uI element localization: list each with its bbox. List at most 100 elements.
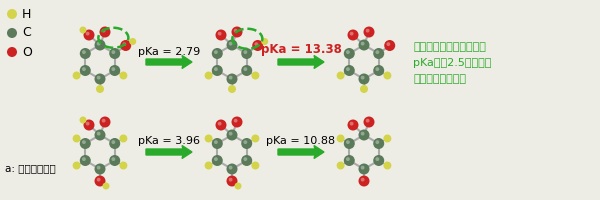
Circle shape: [359, 73, 370, 84]
Circle shape: [119, 134, 127, 142]
Circle shape: [214, 140, 218, 144]
Circle shape: [97, 132, 101, 136]
Circle shape: [346, 50, 350, 54]
Circle shape: [366, 119, 370, 123]
Circle shape: [212, 138, 223, 149]
Circle shape: [214, 50, 218, 54]
Circle shape: [366, 29, 370, 33]
Circle shape: [373, 48, 384, 59]
Circle shape: [79, 26, 86, 33]
Text: 分子内水素結合により、: 分子内水素結合により、: [413, 42, 486, 52]
Circle shape: [83, 29, 95, 40]
Circle shape: [73, 72, 80, 79]
Circle shape: [346, 157, 350, 161]
Circle shape: [350, 32, 353, 36]
Circle shape: [337, 72, 344, 79]
Circle shape: [229, 166, 233, 170]
Circle shape: [244, 140, 247, 144]
Circle shape: [346, 67, 350, 71]
Circle shape: [244, 67, 247, 71]
Circle shape: [344, 48, 355, 59]
Circle shape: [109, 138, 120, 149]
Text: pKa = 2.79: pKa = 2.79: [138, 47, 200, 57]
Circle shape: [234, 29, 238, 33]
Circle shape: [97, 76, 101, 80]
Circle shape: [337, 162, 344, 170]
Circle shape: [205, 134, 212, 142]
Text: pKa = 10.88: pKa = 10.88: [266, 136, 335, 146]
Circle shape: [251, 134, 259, 142]
Circle shape: [205, 72, 212, 79]
Circle shape: [373, 155, 384, 166]
Text: C: C: [22, 26, 31, 40]
Circle shape: [109, 155, 120, 166]
Circle shape: [252, 40, 263, 51]
Circle shape: [215, 29, 227, 40]
Circle shape: [7, 28, 17, 38]
Circle shape: [344, 65, 355, 76]
Circle shape: [205, 162, 212, 170]
Circle shape: [241, 48, 252, 59]
Circle shape: [376, 140, 379, 144]
Circle shape: [359, 164, 370, 174]
Circle shape: [82, 67, 86, 71]
Circle shape: [350, 122, 353, 126]
Circle shape: [96, 85, 104, 93]
Circle shape: [360, 85, 368, 93]
Circle shape: [122, 42, 126, 46]
Circle shape: [80, 48, 91, 59]
Circle shape: [359, 40, 370, 50]
Circle shape: [361, 42, 365, 46]
Circle shape: [251, 72, 259, 79]
Circle shape: [109, 48, 120, 59]
FancyArrow shape: [146, 55, 192, 68]
Text: a: 水素結合あり: a: 水素結合あり: [5, 163, 56, 173]
Circle shape: [361, 166, 365, 170]
Circle shape: [227, 164, 238, 174]
Circle shape: [112, 50, 115, 54]
Circle shape: [80, 65, 91, 76]
Circle shape: [95, 130, 106, 140]
Circle shape: [364, 26, 374, 38]
Circle shape: [73, 134, 80, 142]
Circle shape: [119, 162, 127, 170]
FancyArrow shape: [146, 146, 192, 158]
Circle shape: [214, 67, 218, 71]
Circle shape: [214, 157, 218, 161]
Circle shape: [212, 155, 223, 166]
Circle shape: [103, 182, 110, 190]
Circle shape: [95, 73, 106, 84]
Circle shape: [373, 65, 384, 76]
Circle shape: [376, 157, 379, 161]
Circle shape: [234, 119, 238, 123]
Circle shape: [344, 138, 355, 149]
Circle shape: [346, 140, 350, 144]
Circle shape: [7, 47, 17, 57]
Circle shape: [112, 157, 115, 161]
Circle shape: [129, 38, 136, 45]
Circle shape: [212, 48, 223, 59]
Circle shape: [361, 76, 365, 80]
Circle shape: [86, 32, 89, 36]
Circle shape: [347, 119, 359, 130]
Circle shape: [383, 134, 391, 142]
Circle shape: [227, 40, 238, 50]
Circle shape: [80, 138, 91, 149]
Circle shape: [109, 65, 120, 76]
Circle shape: [86, 122, 89, 126]
Circle shape: [364, 116, 374, 128]
Circle shape: [95, 40, 106, 50]
Circle shape: [232, 116, 242, 128]
Circle shape: [97, 166, 101, 170]
Circle shape: [227, 176, 238, 186]
Circle shape: [229, 132, 233, 136]
Text: pKa = 3.96: pKa = 3.96: [138, 136, 200, 146]
Circle shape: [102, 119, 106, 123]
Circle shape: [244, 157, 247, 161]
Circle shape: [241, 65, 252, 76]
Circle shape: [235, 182, 241, 190]
Circle shape: [383, 162, 391, 170]
FancyArrow shape: [278, 146, 324, 158]
Circle shape: [361, 178, 365, 182]
Circle shape: [95, 164, 106, 174]
